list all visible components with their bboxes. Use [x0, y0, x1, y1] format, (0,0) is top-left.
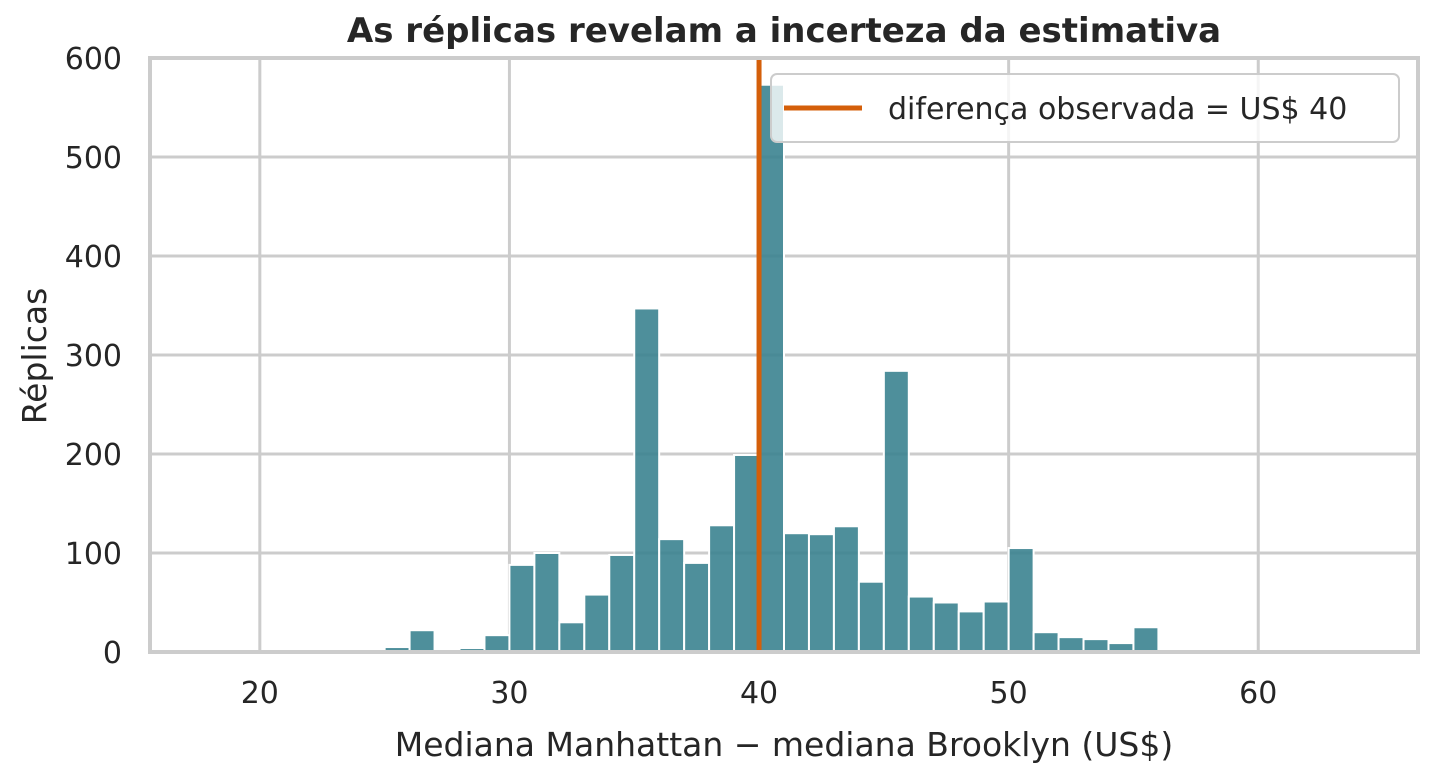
x-tick-label: 30: [490, 676, 528, 711]
x-tick-label: 20: [241, 676, 279, 711]
histogram-bar: [982, 600, 1010, 654]
legend-label: diferença observada = US$ 40: [888, 92, 1347, 127]
histogram-bar: [558, 621, 586, 653]
y-tick-label: 300: [65, 339, 122, 374]
histogram-bar: [1032, 631, 1060, 654]
histogram-bar: [907, 595, 935, 653]
legend-box: [770, 73, 1400, 143]
histogram-bar: [633, 307, 661, 653]
histogram-bar: [1007, 547, 1035, 653]
chart-title: As réplicas revelam a incerteza da estim…: [347, 11, 1221, 51]
plot-frame: [148, 56, 1420, 654]
histogram-bar: [783, 532, 810, 654]
histogram-bar: [533, 552, 561, 653]
y-tick-label: 600: [65, 42, 122, 77]
histogram-bar: [408, 629, 436, 653]
histogram-bar: [658, 538, 686, 654]
histogram-bar: [683, 561, 711, 654]
histogram-bar: [832, 525, 860, 654]
histogram-bar: [882, 369, 910, 653]
x-tick-label: 50: [990, 676, 1028, 711]
y-tick-label: 400: [65, 240, 122, 275]
histogram-bar: [483, 634, 511, 653]
x-tick-label: 60: [1239, 676, 1277, 711]
histogram-bar: [857, 580, 885, 654]
x-tick-label: 40: [740, 676, 778, 711]
histogram-bar: [733, 453, 761, 653]
histogram-bar: [758, 83, 785, 654]
histogram-bar: [957, 610, 985, 653]
histogram-bar: [508, 563, 536, 654]
histogram-bar: [807, 533, 835, 653]
bars-layer: [383, 83, 1160, 654]
legend: diferença observada = US$ 40: [770, 73, 1400, 143]
histogram-bar: [608, 553, 636, 653]
y-axis-label: Réplicas: [15, 288, 54, 425]
histogram-bar: [583, 593, 611, 654]
y-tick-label: 0: [103, 636, 122, 671]
y-tick-label: 500: [65, 141, 122, 176]
histogram-bar: [1132, 626, 1160, 653]
histogram-bar: [708, 524, 736, 654]
y-tick-label: 100: [65, 537, 122, 572]
histogram-bar: [1057, 636, 1085, 654]
x-axis-label: Mediana Manhattan − mediana Brooklyn (US…: [395, 725, 1173, 764]
y-tick-label: 200: [65, 438, 122, 473]
histogram-bar: [932, 601, 960, 653]
